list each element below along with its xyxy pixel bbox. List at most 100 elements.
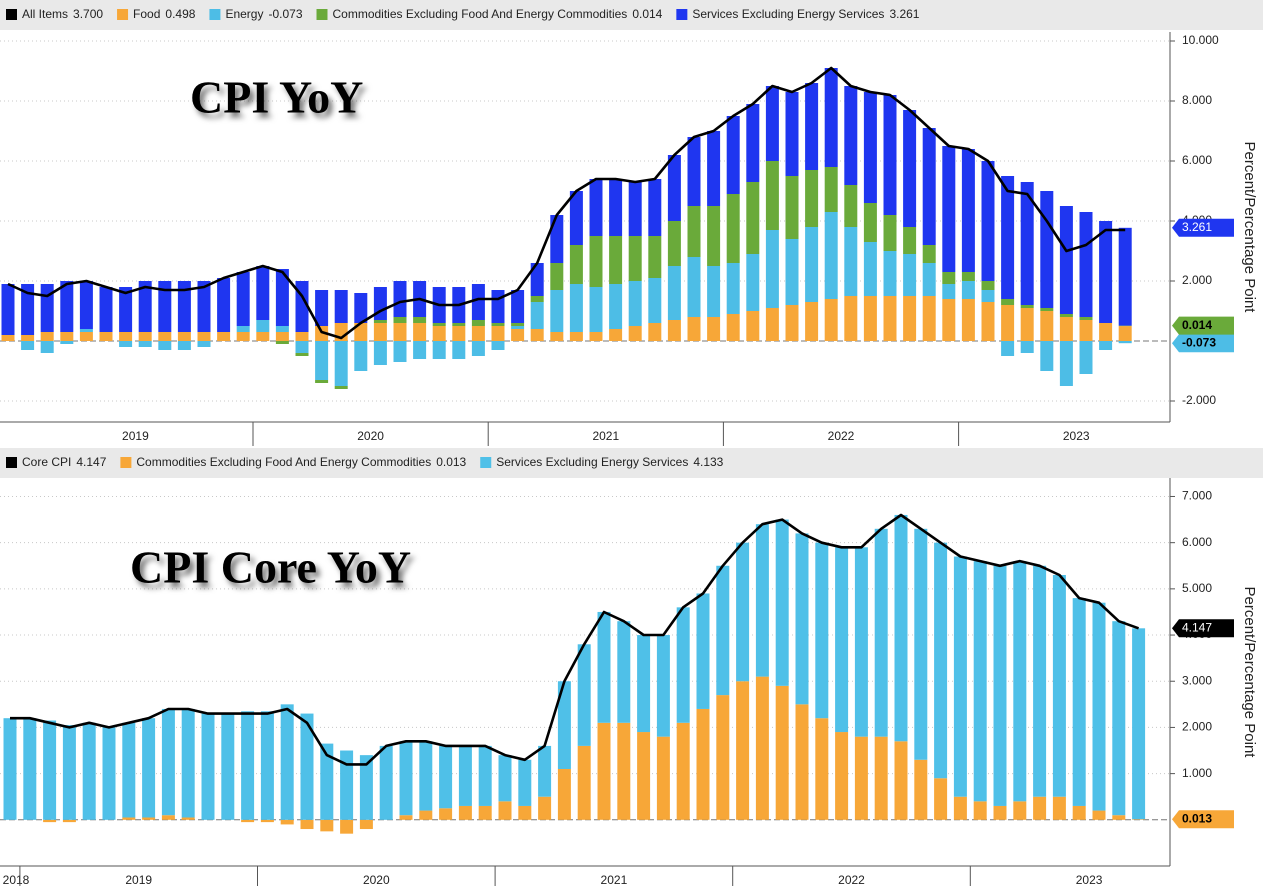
- bar-segment: [295, 353, 309, 356]
- bar-segment: [99, 287, 113, 332]
- bar-segment: [550, 332, 564, 341]
- legend-value: 3.700: [73, 7, 103, 21]
- legend-label: Services Excluding Energy Services: [496, 455, 688, 469]
- bar-segment: [589, 179, 603, 236]
- bar-segment: [334, 386, 348, 389]
- bar-segment: [320, 819, 334, 832]
- bar-segment: [1020, 308, 1034, 341]
- bar-segment: [953, 556, 967, 797]
- bar-segment: [687, 137, 701, 206]
- legend-value: 0.014: [632, 7, 662, 21]
- bar-segment: [1079, 320, 1093, 341]
- legend-value: 3.261: [889, 7, 919, 21]
- bar-segment: [122, 722, 136, 818]
- bar-segment: [43, 720, 57, 820]
- bar-segment: [746, 104, 760, 182]
- y-tick-label: 5.000: [1182, 581, 1212, 595]
- bar-segment: [707, 266, 721, 317]
- bar-segment: [1052, 575, 1066, 797]
- bar-segment: [942, 272, 956, 284]
- bar-segment: [550, 290, 564, 332]
- bar-segment: [260, 819, 274, 823]
- bar-segment: [217, 332, 231, 341]
- bar-segment: [726, 194, 740, 263]
- bar-segment: [1001, 341, 1015, 356]
- bar-segment: [785, 239, 799, 305]
- bar-segment: [942, 299, 956, 341]
- bar-segment: [142, 817, 156, 820]
- bar-segment: [795, 704, 809, 820]
- bar-segment: [894, 741, 908, 820]
- bar-segment: [82, 722, 96, 820]
- bar-segment: [315, 380, 329, 383]
- value-tag: [1172, 810, 1234, 829]
- bar-segment: [491, 323, 505, 326]
- bar-segment: [854, 736, 868, 820]
- bar-segment: [785, 92, 799, 176]
- bar-segment: [518, 759, 532, 806]
- bar-segment: [275, 341, 289, 344]
- bar-segment: [863, 242, 877, 296]
- bar-segment: [805, 83, 819, 170]
- bar-segment: [805, 170, 819, 227]
- bar-segment: [1059, 314, 1073, 317]
- bar-segment: [60, 341, 74, 344]
- bar-segment: [716, 565, 730, 696]
- bar-segment: [458, 745, 472, 806]
- bar-segment: [452, 323, 466, 326]
- bar-segment: [373, 323, 387, 341]
- bar-segment: [961, 149, 975, 272]
- bar-segment: [359, 755, 373, 820]
- chart-panel: All Items 3.700 Food 0.498 Energy -0.073 Commo…: [0, 0, 1263, 446]
- bar-segment: [40, 284, 54, 332]
- line-series: [10, 513, 1140, 766]
- bar-segment: [993, 565, 1007, 806]
- bar-segment: [1040, 341, 1054, 371]
- bar-segment: [676, 607, 690, 723]
- bar-segment: [805, 227, 819, 302]
- bar-segment: [942, 284, 956, 299]
- legend-swatch: [480, 457, 492, 468]
- bar-segment: [518, 805, 532, 820]
- bar-segment: [550, 263, 564, 290]
- legend-swatch: [6, 457, 17, 468]
- bar-segment: [785, 305, 799, 341]
- bar-segment: [471, 326, 485, 341]
- bar-segment: [914, 759, 928, 820]
- value-tag: [1172, 316, 1234, 335]
- bar-segment: [354, 341, 368, 371]
- bar-segment: [609, 329, 623, 341]
- x-tick-label: 2022: [838, 873, 865, 886]
- bar-segment: [1072, 805, 1086, 820]
- bar-segment: [914, 528, 928, 760]
- bar-segment: [1059, 317, 1073, 341]
- bar-segment: [656, 736, 670, 820]
- bar-segment: [707, 317, 721, 341]
- bar-segment: [280, 819, 294, 825]
- x-tick-label: 2023: [1063, 429, 1090, 443]
- bar-segment: [656, 635, 670, 737]
- legend-value: 0.013: [436, 455, 466, 469]
- bar-segment: [577, 644, 591, 746]
- bar-segment: [413, 341, 427, 359]
- bar-segment: [1, 284, 15, 335]
- bar-segment: [785, 176, 799, 239]
- bar-segment: [1020, 182, 1034, 305]
- bar-segment: [236, 272, 250, 326]
- bar-segment: [40, 341, 54, 353]
- bar-segment: [43, 819, 57, 823]
- bar-segment: [934, 542, 948, 779]
- bar-segment: [142, 718, 156, 818]
- bar-segment: [471, 320, 485, 326]
- bar-segment: [981, 290, 995, 302]
- bar-segment: [413, 323, 427, 341]
- bar-segment: [1099, 341, 1113, 350]
- bar-segment: [755, 676, 769, 820]
- y-tick-label: 2.000: [1182, 720, 1212, 734]
- bar-segment: [177, 341, 191, 350]
- bar-segment: [458, 805, 472, 820]
- bar-segment: [471, 341, 485, 356]
- bar-segment: [981, 161, 995, 281]
- bar-segment: [696, 593, 710, 709]
